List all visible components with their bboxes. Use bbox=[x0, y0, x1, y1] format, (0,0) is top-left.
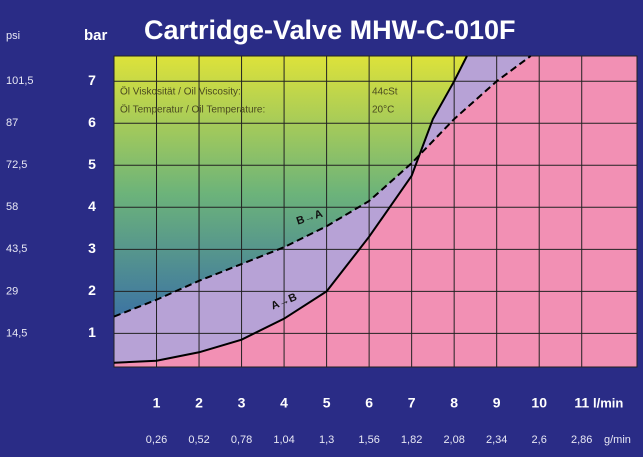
y-tick-label: 5 bbox=[88, 156, 96, 172]
x-tick-label: 9 bbox=[493, 395, 501, 411]
y2-axis-label: psi bbox=[6, 30, 20, 42]
x2-axis-label: g/min bbox=[604, 434, 631, 446]
plot-border bbox=[113, 55, 638, 368]
x-tick-label: 11 bbox=[574, 395, 589, 411]
x2-tick-label: 1,56 bbox=[358, 434, 379, 446]
x2-tick-label: 2,08 bbox=[443, 434, 464, 446]
x-tick-label: 8 bbox=[450, 395, 458, 411]
x-tick-label: 10 bbox=[531, 395, 547, 411]
y2-tick-label: 87 bbox=[6, 117, 18, 129]
y-tick-label: 6 bbox=[88, 114, 96, 130]
y-tick-label: 7 bbox=[88, 72, 96, 88]
y2-tick-label: 72,5 bbox=[6, 159, 27, 171]
chart-title: Cartridge-Valve MHW-C-010F bbox=[144, 15, 516, 45]
x-tick-label: 1 bbox=[153, 395, 161, 411]
annotation: Öl Viskosität / Oil Viscosity: bbox=[120, 86, 241, 98]
y2-tick-label: 101,5 bbox=[6, 75, 34, 87]
plot-area bbox=[113, 55, 638, 368]
x2-tick-label: 0,52 bbox=[188, 434, 209, 446]
x2-tick-label: 1,04 bbox=[273, 434, 294, 446]
x2-tick-label: 2,86 bbox=[571, 434, 592, 446]
x-tick-label: 2 bbox=[195, 395, 203, 411]
x-tick-label: 3 bbox=[238, 395, 246, 411]
annotation: Öl Temperatur / Oil Temperature: bbox=[120, 104, 265, 116]
y-tick-label: 2 bbox=[88, 282, 96, 298]
y-tick-label: 4 bbox=[88, 198, 96, 214]
x-axis-label: l/min bbox=[593, 395, 623, 410]
x-tick-label: 7 bbox=[408, 395, 416, 411]
x2-tick-label: 0,78 bbox=[231, 434, 252, 446]
y2-tick-label: 14,5 bbox=[6, 327, 27, 339]
y2-tick-label: 58 bbox=[6, 201, 18, 213]
x-tick-label: 5 bbox=[323, 395, 331, 411]
annotation: 20°C bbox=[372, 105, 394, 116]
y2-tick-label: 43,5 bbox=[6, 243, 27, 255]
y-axis-label: bar bbox=[84, 27, 108, 44]
y2-tick-label: 29 bbox=[6, 285, 18, 297]
curve bbox=[113, 55, 468, 364]
annotation: 44cSt bbox=[372, 87, 398, 98]
x-tick-label: 6 bbox=[365, 395, 373, 411]
x2-tick-label: 2,6 bbox=[532, 434, 547, 446]
y-tick-label: 3 bbox=[88, 240, 96, 256]
x-tick-label: 4 bbox=[280, 395, 288, 411]
x2-tick-label: 2,34 bbox=[486, 434, 507, 446]
x2-tick-label: 1,3 bbox=[319, 434, 334, 446]
y-tick-label: 1 bbox=[88, 324, 96, 340]
x2-tick-label: 0,26 bbox=[146, 434, 167, 446]
x2-tick-label: 1,82 bbox=[401, 434, 422, 446]
curve bbox=[113, 55, 532, 318]
